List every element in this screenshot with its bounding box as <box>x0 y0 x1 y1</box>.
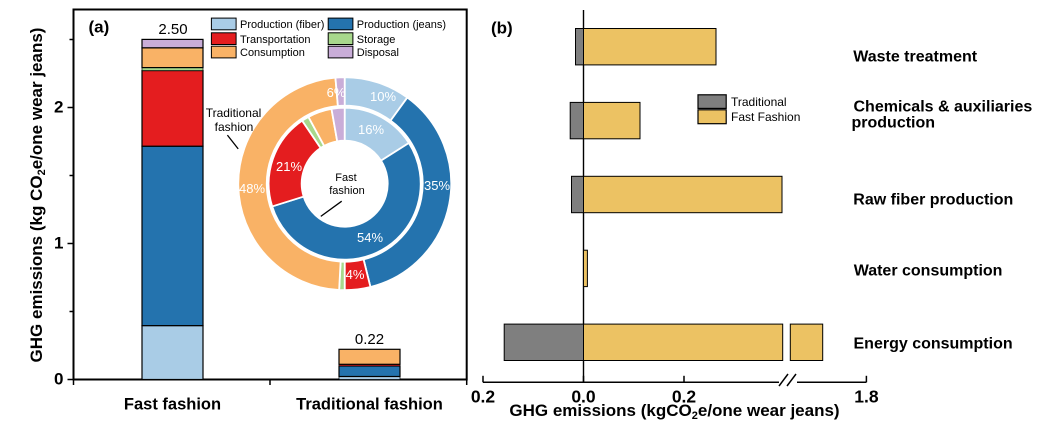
svg-text:35%: 35% <box>424 178 450 193</box>
svg-text:Traditional: Traditional <box>731 95 787 109</box>
svg-text:Traditional: Traditional <box>206 106 262 120</box>
svg-text:Transportation: Transportation <box>240 34 311 46</box>
svg-text:Traditional fashion: Traditional fashion <box>296 396 443 414</box>
svg-text:Water consumption: Water consumption <box>854 263 1003 280</box>
svg-text:10%: 10% <box>370 89 396 104</box>
svg-text:Disposal: Disposal <box>357 47 399 59</box>
svg-text:0.0: 0.0 <box>571 387 596 407</box>
svg-text:0.2: 0.2 <box>471 387 496 407</box>
svg-text:0.2: 0.2 <box>672 387 697 407</box>
svg-text:4%: 4% <box>346 267 365 282</box>
svg-text:2: 2 <box>54 98 63 117</box>
svg-text:6%: 6% <box>327 85 346 100</box>
svg-text:1: 1 <box>54 234 63 253</box>
svg-text:16%: 16% <box>358 122 384 137</box>
svg-text:Energy consumption: Energy consumption <box>854 336 1013 353</box>
svg-text:Chemicals & auxiliaries: Chemicals & auxiliaries <box>854 99 1033 116</box>
svg-text:Production (jeans): Production (jeans) <box>357 19 446 31</box>
svg-text:48%: 48% <box>239 181 265 196</box>
svg-text:Production (fiber): Production (fiber) <box>240 19 324 31</box>
svg-text:54%: 54% <box>357 230 383 245</box>
svg-text:1.8: 1.8 <box>854 387 879 407</box>
svg-text:GHG emissions (kgCO2e/one wear: GHG emissions (kgCO2e/one wear jeans) <box>509 401 839 422</box>
svg-text:Consumption: Consumption <box>240 47 305 59</box>
svg-text:21%: 21% <box>276 159 302 174</box>
svg-text:fashion: fashion <box>329 185 364 197</box>
svg-text:Fast: Fast <box>335 172 356 184</box>
svg-text:GHG emissions (kg CO2e/one wea: GHG emissions (kg CO2e/one wear jeans) <box>27 28 48 363</box>
svg-text:Fast Fashion: Fast Fashion <box>731 110 800 124</box>
svg-text:Raw fiber production: Raw fiber production <box>853 192 1013 209</box>
svg-text:(b): (b) <box>491 19 513 38</box>
svg-text:Fast fashion: Fast fashion <box>124 396 221 414</box>
svg-text:0: 0 <box>54 370 63 389</box>
svg-text:Waste treatment: Waste treatment <box>853 49 978 66</box>
svg-text:Storage: Storage <box>357 34 396 46</box>
svg-text:2.50: 2.50 <box>158 21 187 38</box>
svg-text:(a): (a) <box>89 18 110 37</box>
svg-text:fashion: fashion <box>215 120 254 134</box>
svg-text:production: production <box>852 115 936 132</box>
svg-text:0.22: 0.22 <box>355 331 384 348</box>
